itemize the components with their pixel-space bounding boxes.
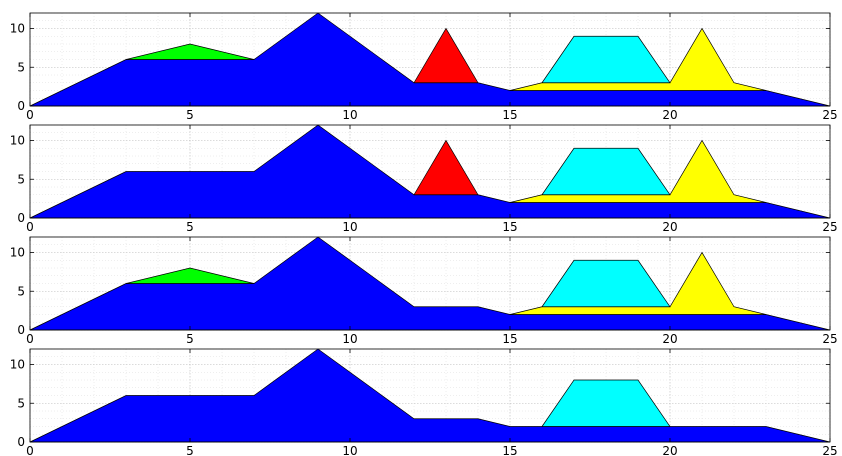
x-tick-label: 10: [342, 444, 357, 456]
x-tick-label: 20: [662, 220, 677, 234]
y-tick-label: 5: [17, 396, 25, 410]
area-series-5: [541, 35, 671, 84]
plot-frame: [29, 124, 831, 219]
x-tick-label: 0: [26, 108, 34, 122]
x-tick-label: 20: [662, 332, 677, 346]
y-tick-label: 5: [17, 284, 25, 298]
y-tick-label: 0: [17, 435, 25, 449]
x-tick-label: 10: [342, 332, 357, 346]
y-tick-label: 10: [10, 358, 25, 372]
x-tick-label: 5: [186, 444, 194, 456]
x-tick-label: 5: [186, 332, 194, 346]
area-series-4: [541, 147, 671, 196]
x-tick-label: 25: [822, 220, 837, 234]
x-tick-label: 20: [662, 108, 677, 122]
x-tick-label: 10: [342, 108, 357, 122]
area-series-4: [541, 259, 671, 308]
x-tick-label: 0: [26, 220, 34, 234]
x-tick-label: 15: [502, 220, 517, 234]
x-tick-label: 15: [502, 444, 517, 456]
x-tick-label: 25: [822, 108, 837, 122]
x-tick-label: 20: [662, 444, 677, 456]
area-series-2: [541, 379, 671, 427]
x-tick-label: 5: [186, 108, 194, 122]
x-tick-label: 0: [26, 444, 34, 456]
plot-frame: [29, 348, 831, 443]
y-tick-label: 0: [17, 99, 25, 113]
x-tick-label: 10: [342, 220, 357, 234]
x-tick-label: 15: [502, 108, 517, 122]
y-tick-label: 10: [10, 134, 25, 148]
area-series-2: [125, 267, 255, 284]
x-tick-label: 15: [502, 332, 517, 346]
area-series-3: [413, 27, 479, 84]
y-tick-label: 0: [17, 323, 25, 337]
chart-panel-3: 0 5 10 15 20 25 0 5 10: [10, 236, 838, 346]
y-tick-label: 5: [17, 60, 25, 74]
x-tick-label: 25: [822, 332, 837, 346]
y-tick-label: 10: [10, 246, 25, 260]
x-tick-label: 0: [26, 332, 34, 346]
area-series-2: [125, 43, 255, 60]
plot-frame: [29, 12, 831, 107]
y-tick-label: 10: [10, 22, 25, 36]
chart-panel-1: 0 5 10 15 20 25 0 5 10: [10, 12, 838, 122]
chart-panel-2: 0 5 10 15 20 25 0 5 10: [10, 124, 838, 234]
y-tick-label: 5: [17, 172, 25, 186]
plot-frame: [29, 236, 831, 331]
x-tick-label: 25: [822, 444, 837, 456]
y-tick-label: 0: [17, 211, 25, 225]
chart-panel-4: 0 5 10 15 20 25 0 5 10: [10, 348, 838, 456]
x-tick-label: 5: [186, 220, 194, 234]
area-series-2: [413, 139, 479, 196]
